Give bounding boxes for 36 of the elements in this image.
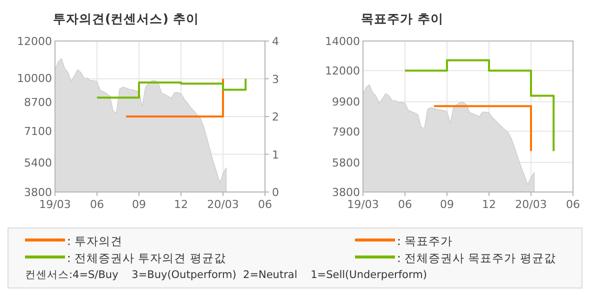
x-tick-label: 20/03 [515,198,547,211]
y-tick-label: 5800 [332,156,360,170]
y-tick-label: 5400 [24,156,52,170]
legend-label: : 전체증권사 목표주가 평균값 [397,251,556,265]
x-tick-label: 09 [440,198,454,211]
x-tick-label: 06 [258,198,272,211]
y-tick-label: 12000 [325,64,360,78]
text: 컨센서스:4=S/Buy 3=Buy(Outperform) 2=Neutral 1=Sell(Underperform) [25,269,427,281]
y-tick-label: 7900 [332,125,360,138]
x-tick-label: 06 [398,198,412,211]
y-tick-label: 8700 [24,96,52,109]
y2-tick-label: 3 [272,72,279,86]
y-tick-label: 3800 [24,186,52,199]
y-tick-label: 9900 [332,96,360,109]
y2-tick-label: 2 [272,110,279,124]
y2-tick-label: 1 [272,148,279,162]
y2-tick-label: 0 [272,186,279,199]
y-tick-label: 7100 [24,125,52,138]
chart-title: 목표주가 추이 [361,11,444,26]
chart-title: 투자의견(컨센서스) 추이 [53,11,199,26]
x-tick-label: 20/03 [207,198,239,211]
x-tick-label: 09 [132,198,146,211]
y-tick-label: 3800 [332,186,360,199]
x-tick-label: 19/03 [39,198,71,211]
x-tick-label: 19/03 [347,198,379,211]
x-tick-label: 12 [482,198,496,211]
legend-label: : 전체증권사 투자의견 평균값 [67,251,226,265]
x-tick-label: 12 [174,198,188,211]
y2-tick-label: 4 [272,35,279,48]
legend-label: : 목표주가 [397,234,453,248]
y-tick-label: 10000 [17,72,52,85]
x-tick-label: 06 [90,198,104,211]
x-tick-label: 06 [566,198,580,211]
y-tick-label: 14000 [325,35,360,48]
legend-label: : 투자의견 [67,234,123,248]
y-tick-label: 12000 [17,35,52,48]
